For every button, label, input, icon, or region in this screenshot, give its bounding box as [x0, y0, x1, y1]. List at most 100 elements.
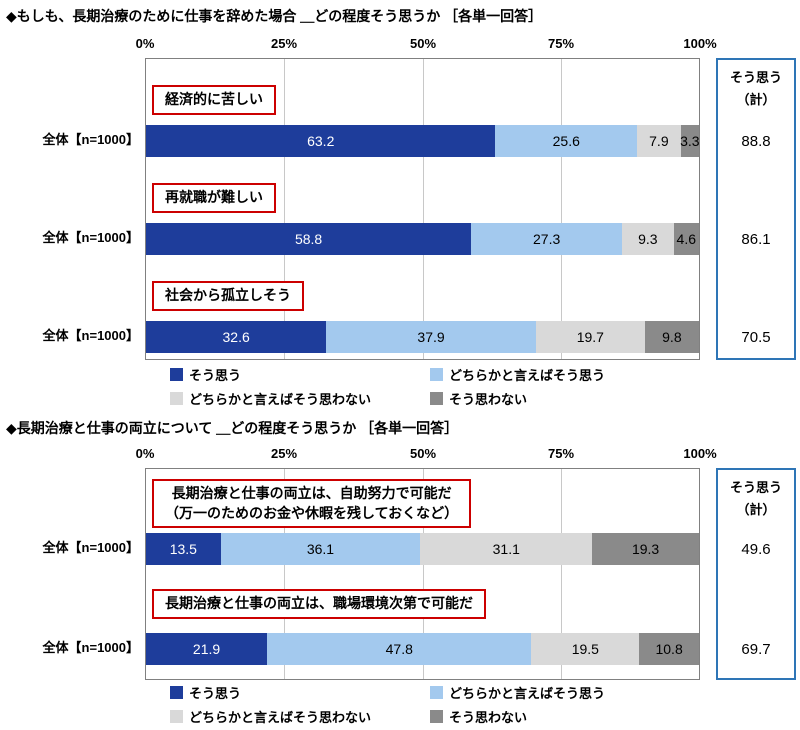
segment-value: 47.8 [385, 641, 413, 657]
segment-agree: 13.5 [146, 533, 221, 565]
summary-header: そう思う （計） [729, 70, 782, 108]
category-label-box: 経済的に苦しい [152, 85, 276, 115]
axis-tick-100: 100% [683, 36, 717, 51]
summary-box-section2: そう思う （計） 49.6 69.7 [716, 468, 796, 680]
legend-item-somewhat-agree: どちらかと言えばそう思う [430, 366, 606, 383]
segment-somewhat-agree: 27.3 [471, 223, 623, 255]
axis-tick-0: 0% [135, 446, 155, 461]
segment-value: 36.1 [306, 541, 335, 557]
legend-item-somewhat-agree: どちらかと言えばそう思う [430, 684, 605, 701]
legend-swatch-somewhat-disagree [170, 391, 183, 405]
segment-agree: 32.6 [146, 321, 327, 353]
legend-label: そう思わない [449, 391, 528, 407]
gridline-75 [560, 59, 562, 359]
gridline-25 [284, 59, 286, 359]
group-label: 全体【n=1000】 [42, 230, 139, 245]
bar-row: 63.2 25.6 7.9 3.3 [146, 125, 700, 157]
segment-value: 7.9 [649, 133, 669, 149]
summary-value: 86.1 [741, 231, 771, 248]
gridline-50 [422, 469, 424, 679]
axis-tick-25: 25% [270, 446, 298, 461]
summary-value: 88.8 [741, 133, 771, 150]
summary-value: 70.5 [741, 329, 771, 346]
summary-header: そう思う （計） [729, 480, 782, 518]
segment-agree: 63.2 [146, 125, 496, 157]
segment-somewhat-disagree: 19.5 [531, 633, 640, 665]
segment-value: 27.3 [533, 231, 561, 247]
segment-agree: 58.8 [146, 223, 472, 255]
axis-tick-25: 25% [270, 36, 298, 51]
plot-area-section1: 経済的に苦しい 63.2 25.6 7.9 3.3 再就職が難しい 58.8 2… [145, 58, 700, 360]
segment-agree: 21.9 [146, 633, 268, 665]
segment-value: 31.1 [492, 541, 520, 557]
segment-value: 21.9 [192, 641, 221, 657]
legend-item-somewhat-disagree: どちらかと言えばそう思わない [170, 390, 372, 407]
legend-label: どちらかと言えばそう思わない [189, 709, 372, 725]
legend-label: そう思う [189, 367, 242, 383]
legend-swatch-disagree [430, 709, 443, 723]
category-label-box: 社会から孤立しそう [152, 281, 304, 311]
segment-value: 10.8 [655, 641, 683, 657]
gridline-25 [284, 469, 286, 679]
gridline-75 [560, 469, 562, 679]
legend-swatch-somewhat-disagree [170, 709, 183, 723]
category-label-box: 長期治療と仕事の両立は、職場環境次第で可能だ [152, 589, 486, 619]
bar-row: 32.6 37.9 19.7 9.8 [146, 321, 699, 353]
segment-disagree: 10.8 [639, 633, 699, 665]
segment-somewhat-disagree: 19.7 [535, 321, 645, 353]
segment-value: 19.3 [631, 541, 660, 557]
segment-value: 13.5 [169, 541, 197, 557]
section1-title: ◆もしも、長期治療のために仕事を辞めた場合 ＿どの程度そう思うか ［各単一回答］ [6, 8, 543, 24]
segment-value: 37.9 [417, 329, 445, 345]
legend-label: どちらかと言えばそう思わない [189, 391, 372, 407]
segment-disagree: 9.8 [644, 321, 699, 353]
legend-swatch-agree [170, 367, 183, 381]
legend-swatch-somewhat-agree [430, 367, 443, 381]
axis-tick-50: 50% [409, 36, 437, 51]
segment-somewhat-disagree: 7.9 [637, 125, 681, 157]
segment-value: 63.2 [307, 133, 335, 149]
segment-somewhat-agree: 36.1 [220, 533, 421, 565]
legend-label: そう思わない [449, 709, 528, 725]
legend-item-agree: そう思う [170, 366, 242, 383]
group-label: 全体【n=1000】 [42, 640, 139, 655]
axis-tick-100: 100% [683, 446, 717, 461]
segment-value: 9.3 [638, 231, 658, 247]
plot-area-section2: 長期治療と仕事の両立は、自助努力で可能だ （万一のためのお金や休暇を残しておくな… [145, 468, 700, 680]
segment-value: 25.6 [552, 133, 580, 149]
segment-value: 3.3 [680, 133, 700, 149]
axis-tick-75: 75% [547, 36, 575, 51]
segment-value: 4.6 [676, 231, 696, 247]
segment-somewhat-agree: 47.8 [267, 633, 532, 665]
group-label: 全体【n=1000】 [42, 328, 139, 343]
legend-swatch-agree [170, 685, 183, 699]
segment-value: 32.6 [222, 329, 250, 345]
legend-label: どちらかと言えばそう思う [449, 367, 606, 383]
summary-box-section1: そう思う （計） 88.8 86.1 70.5 [716, 58, 796, 360]
segment-somewhat-agree: 37.9 [326, 321, 536, 353]
segment-value: 19.7 [576, 329, 604, 345]
legend-item-agree: そう思う [170, 684, 242, 701]
section2-title: ◆長期治療と仕事の両立について ＿どの程度そう思うか ［各単一回答］ [6, 420, 459, 436]
group-label: 全体【n=1000】 [42, 132, 139, 147]
axis-tick-75: 75% [547, 446, 575, 461]
segment-disagree: 19.3 [592, 533, 699, 565]
legend-label: そう思う [189, 685, 242, 701]
segment-somewhat-disagree: 9.3 [622, 223, 674, 255]
summary-value: 49.6 [741, 541, 771, 558]
segment-value: 19.5 [571, 641, 599, 657]
bar-row: 13.5 36.1 31.1 19.3 [146, 533, 699, 565]
segment-value: 58.8 [294, 231, 323, 247]
legend-item-disagree: そう思わない [430, 390, 528, 407]
segment-disagree: 3.3 [680, 125, 700, 157]
legend-swatch-disagree [430, 391, 443, 405]
segment-value: 9.8 [662, 329, 682, 345]
summary-value: 69.7 [741, 641, 771, 658]
group-label: 全体【n=1000】 [42, 540, 139, 555]
legend-item-disagree: そう思わない [430, 708, 528, 725]
category-label-box: 再就職が難しい [152, 183, 276, 213]
axis-tick-50: 50% [409, 446, 437, 461]
segment-somewhat-disagree: 31.1 [420, 533, 593, 565]
bar-row: 21.9 47.8 19.5 10.8 [146, 633, 699, 665]
